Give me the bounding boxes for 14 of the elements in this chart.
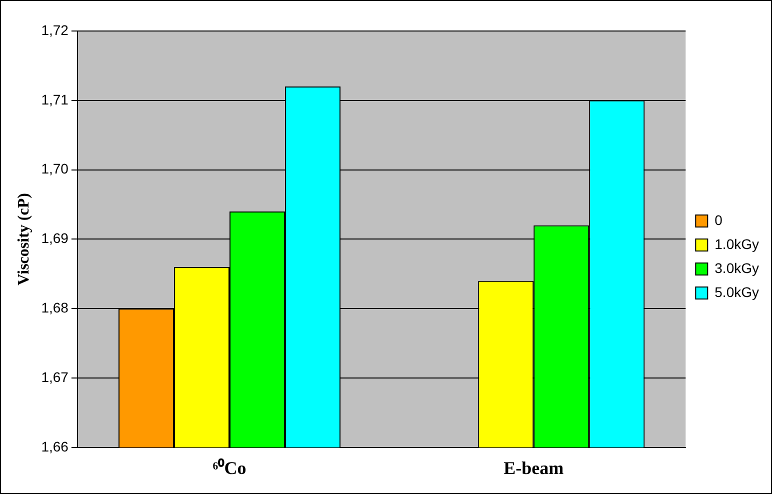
x-tick-label: ⁶⁰Co	[212, 458, 246, 478]
legend-label: 3.0kGy	[714, 260, 760, 276]
y-tick-label: 1,72	[41, 22, 69, 38]
legend-label: 1.0kGy	[714, 236, 760, 252]
legend-label: 0	[714, 212, 723, 228]
y-tick-label: 1,66	[41, 438, 69, 454]
legend-label: 5.0kGy	[714, 284, 760, 300]
x-tick-label: E-beam	[504, 458, 564, 478]
y-tick-label: 1,68	[41, 299, 69, 316]
y-tick-label: 1,69	[41, 230, 69, 246]
y-tick-label: 1,67	[41, 368, 69, 385]
y-axis-title: Viscosity (cP)	[16, 193, 33, 286]
y-tick-label: 1,71	[41, 91, 69, 108]
y-tick-label: 1,70	[41, 160, 69, 177]
